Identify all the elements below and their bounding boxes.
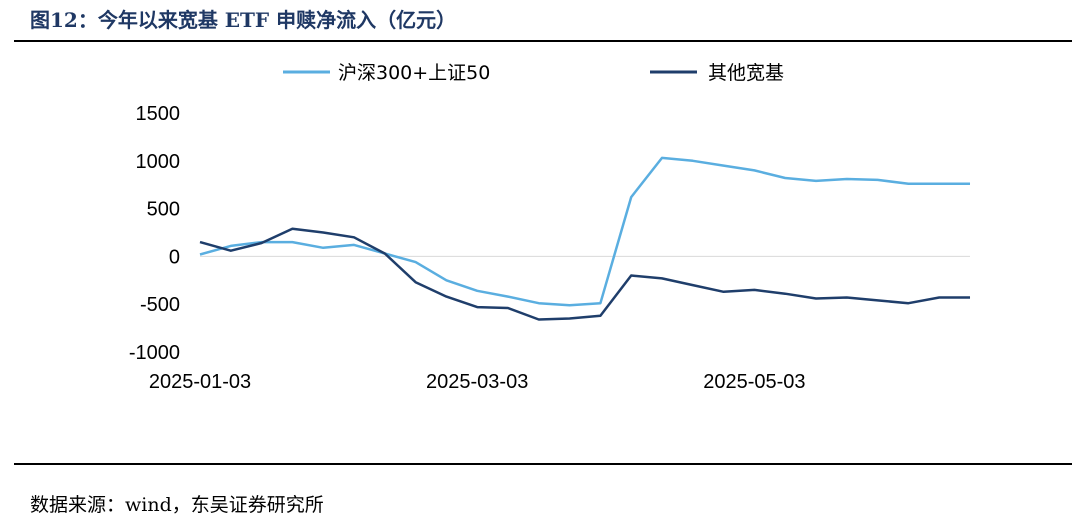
y-tick-label: 0 (169, 246, 180, 268)
legend-label: 其他宽基 (708, 62, 784, 84)
chart-title: 图12：今年以来宽基 ETF 申赎净流入（亿元） (30, 8, 457, 32)
series-line-1 (199, 156, 970, 307)
legend-label: 沪深300+上证50 (338, 62, 490, 84)
source-note: 数据来源：wind，东吴证券研究所 (30, 494, 324, 516)
x-tick-label: 2025-05-03 (703, 371, 805, 393)
bottom-rule (14, 463, 1072, 465)
legend: 沪深300+上证50 其他宽基 (283, 62, 784, 84)
x-axis: 2025-01-03 2025-03-03 2025-05-03 (149, 255, 970, 393)
y-tick-label: -1000 (129, 342, 180, 364)
y-tick-label: -500 (140, 294, 180, 316)
x-tick-label: 2025-01-03 (149, 371, 251, 393)
series-line-2 (199, 227, 970, 321)
y-tick-label: 1500 (136, 103, 181, 125)
x-tick-label: 2025-03-03 (426, 371, 528, 393)
y-axis: 1500 1000 500 0 -500 -1000 (129, 103, 180, 364)
y-tick-label: 500 (147, 199, 180, 221)
plot-area (199, 156, 971, 321)
top-rule (14, 40, 1072, 42)
y-tick-label: 1000 (136, 151, 181, 173)
